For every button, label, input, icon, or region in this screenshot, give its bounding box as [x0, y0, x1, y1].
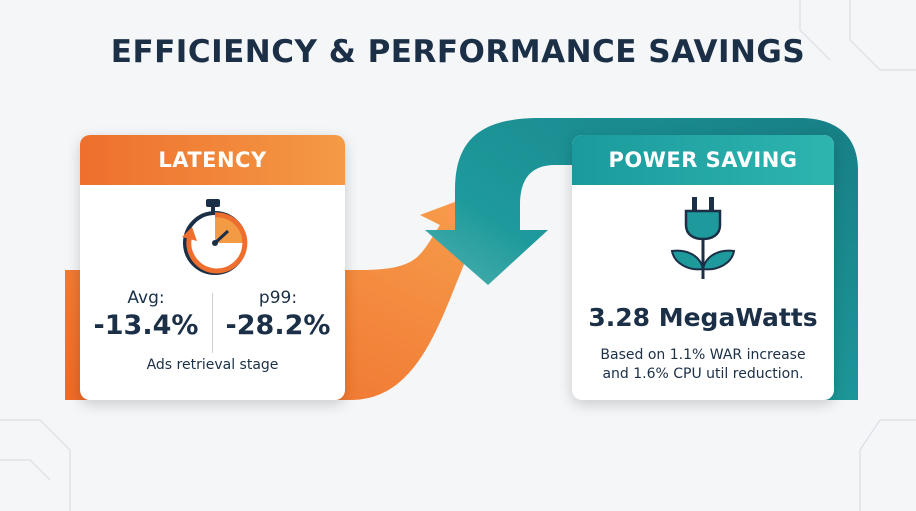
metric-value: -13.4% [93, 310, 199, 341]
caption-line: and 1.6% CPU util reduction. [602, 366, 804, 382]
plug-icon [670, 197, 736, 279]
card-header: POWER SAVING [572, 135, 834, 185]
metric-value: -28.2% [225, 310, 331, 341]
divider [212, 293, 213, 353]
metric: p99: -28.2% [212, 288, 344, 341]
power-card: POWER SAVING 3.28 MegaWatts Based on 1.1… [572, 135, 834, 400]
metric-label: Avg: [127, 288, 165, 308]
caption: Ads retrieval stage [146, 357, 279, 373]
metric-label: p99: [258, 288, 298, 308]
latency-card: LATENCY Avg: -13.4% p99: -28.2% Ads retr… [80, 135, 345, 400]
card-header: LATENCY [80, 135, 345, 185]
stopwatch-icon [182, 199, 248, 275]
metrics: Avg: -13.4% p99: -28.2% [80, 288, 345, 341]
caption-line: Based on 1.1% WAR increase [600, 347, 806, 363]
title: EFFICIENCY & PERFORMANCE SAVINGS [110, 34, 806, 70]
power-value: 3.28 MegaWatts [588, 303, 818, 332]
metric: Avg: -13.4% [80, 288, 212, 341]
